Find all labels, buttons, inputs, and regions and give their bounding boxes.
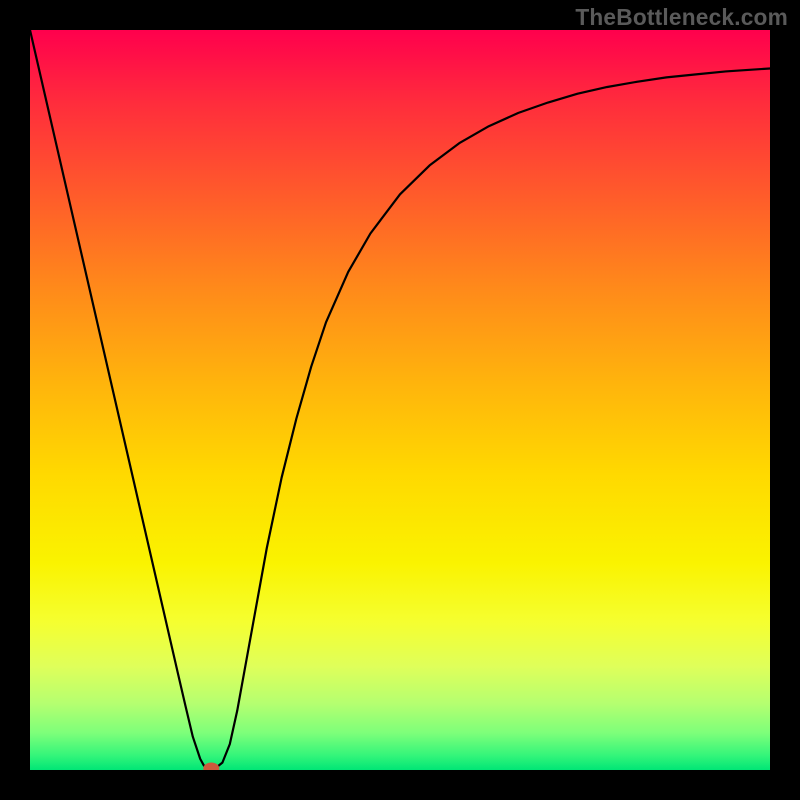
gradient-background: [30, 30, 770, 770]
bottleneck-chart: [30, 30, 770, 770]
watermark-text: TheBottleneck.com: [575, 4, 788, 31]
chart-container: TheBottleneck.com: [0, 0, 800, 800]
plot-area: [30, 30, 770, 770]
